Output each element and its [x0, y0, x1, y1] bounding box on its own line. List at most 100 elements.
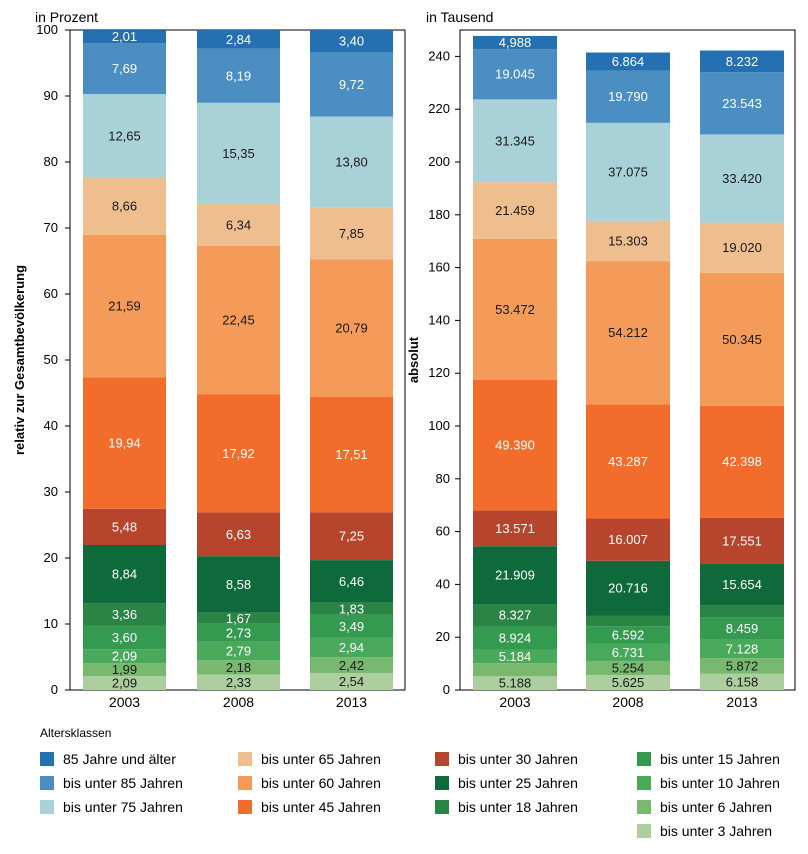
y-tick-label: 80 — [436, 471, 450, 486]
data-label: 5.625 — [612, 675, 645, 690]
x-tick-label: 2008 — [612, 694, 643, 710]
bar-segment — [473, 604, 557, 626]
y-tick-label: 40 — [436, 576, 450, 591]
data-label: 5,48 — [112, 519, 137, 534]
bar-segment — [473, 99, 557, 183]
bar-segment — [197, 48, 280, 103]
legend-swatch — [637, 800, 651, 814]
bar-segment — [197, 674, 280, 690]
data-label: 54.212 — [608, 325, 648, 340]
data-label: 2,09 — [112, 649, 137, 664]
data-label: 15.303 — [608, 233, 648, 248]
legend-label: bis unter 18 Jahren — [458, 799, 578, 815]
data-label: 6,46 — [339, 574, 364, 589]
data-label: 43.287 — [608, 454, 648, 469]
y-tick-label: 0 — [443, 682, 450, 697]
bar-segment — [473, 546, 557, 605]
bar-segment — [197, 641, 280, 661]
data-label: 50.345 — [722, 332, 762, 347]
bar-segment — [700, 605, 784, 618]
bar-segment — [586, 675, 670, 690]
data-label: 53.472 — [495, 302, 535, 317]
data-label: 23.543 — [722, 96, 762, 111]
bar-segment — [586, 220, 670, 262]
data-label: 19.020 — [722, 240, 762, 255]
data-label: 5.184 — [499, 649, 532, 664]
legend-label: bis unter 10 Jahren — [660, 775, 780, 791]
data-label: 2,18 — [226, 660, 251, 675]
data-label: 21.909 — [495, 568, 535, 583]
data-label: 21.459 — [495, 203, 535, 218]
legend-label: bis unter 65 Jahren — [261, 751, 381, 767]
y-tick-label: 100 — [428, 418, 450, 433]
y-axis-label: relativ zur Gesamtbevölkerung — [12, 265, 27, 455]
data-label: 21,59 — [108, 298, 141, 313]
y-tick-label: 60 — [436, 524, 450, 539]
data-label: 5.254 — [612, 661, 645, 676]
bar-segment — [586, 122, 670, 221]
bar-segment — [83, 94, 166, 178]
data-label: 17.551 — [722, 533, 762, 548]
y-tick-label: 220 — [428, 101, 450, 116]
data-label: 8.327 — [499, 608, 532, 623]
data-label: 16.007 — [608, 532, 648, 547]
bar-segment — [473, 182, 557, 239]
data-label: 31.345 — [495, 133, 535, 148]
bar-segment — [197, 623, 280, 642]
bar-segment — [586, 52, 670, 71]
y-tick-label: 60 — [44, 286, 58, 301]
data-label: 1,83 — [339, 601, 364, 616]
x-tick-label: 2003 — [109, 694, 140, 710]
x-tick-label: 2013 — [726, 694, 757, 710]
bar-segment — [310, 116, 393, 208]
bar-segment — [310, 560, 393, 603]
data-label: 8.232 — [726, 54, 759, 69]
legend-label: bis unter 15 Jahren — [660, 751, 780, 767]
data-label: 20.716 — [608, 581, 648, 596]
y-tick-label: 180 — [428, 207, 450, 222]
data-label: 9,72 — [339, 77, 364, 92]
bar-segment — [83, 649, 166, 664]
bar-segment — [586, 615, 670, 627]
y-tick-label: 20 — [44, 550, 58, 565]
data-label: 8,84 — [112, 567, 137, 582]
data-label: 2,33 — [226, 675, 251, 690]
legend-label: bis unter 75 Jahren — [63, 799, 183, 815]
data-label: 6.592 — [612, 627, 645, 642]
bar-segment — [700, 564, 784, 606]
bar-segment — [700, 50, 784, 73]
bar-segment — [83, 663, 166, 677]
y-tick-label: 10 — [44, 616, 58, 631]
y-tick-label: 100 — [36, 22, 58, 37]
bar-segment — [586, 404, 670, 519]
data-label: 42.398 — [722, 454, 762, 469]
data-label: 6.158 — [726, 674, 759, 689]
data-label: 2,94 — [339, 640, 364, 655]
data-label: 8.459 — [726, 621, 759, 636]
bar-segment — [700, 673, 784, 690]
data-label: 2,09 — [112, 676, 137, 691]
data-label: 7,25 — [339, 529, 364, 544]
bar-segment — [197, 245, 280, 395]
bar-segment — [700, 658, 784, 674]
data-label: 2,54 — [339, 674, 364, 689]
bar-segment — [83, 30, 166, 44]
data-label: 6.864 — [612, 54, 645, 69]
data-label: 3,40 — [339, 34, 364, 49]
data-label: 2,01 — [112, 29, 137, 44]
data-label: 2,79 — [226, 644, 251, 659]
bar-segment — [197, 394, 280, 513]
data-label: 12,65 — [108, 128, 141, 143]
legend-swatch — [637, 752, 651, 766]
bar-segment — [473, 35, 557, 50]
bar-segment — [586, 560, 670, 616]
data-label: 22,45 — [222, 313, 255, 328]
legend-swatch — [40, 776, 54, 790]
legend-swatch — [238, 776, 252, 790]
bar-segment — [83, 625, 166, 650]
y-tick-label: 50 — [44, 352, 58, 367]
legend-swatch — [435, 752, 449, 766]
y-tick-label: 160 — [428, 260, 450, 275]
legend-title: Altersklassen — [40, 726, 111, 740]
